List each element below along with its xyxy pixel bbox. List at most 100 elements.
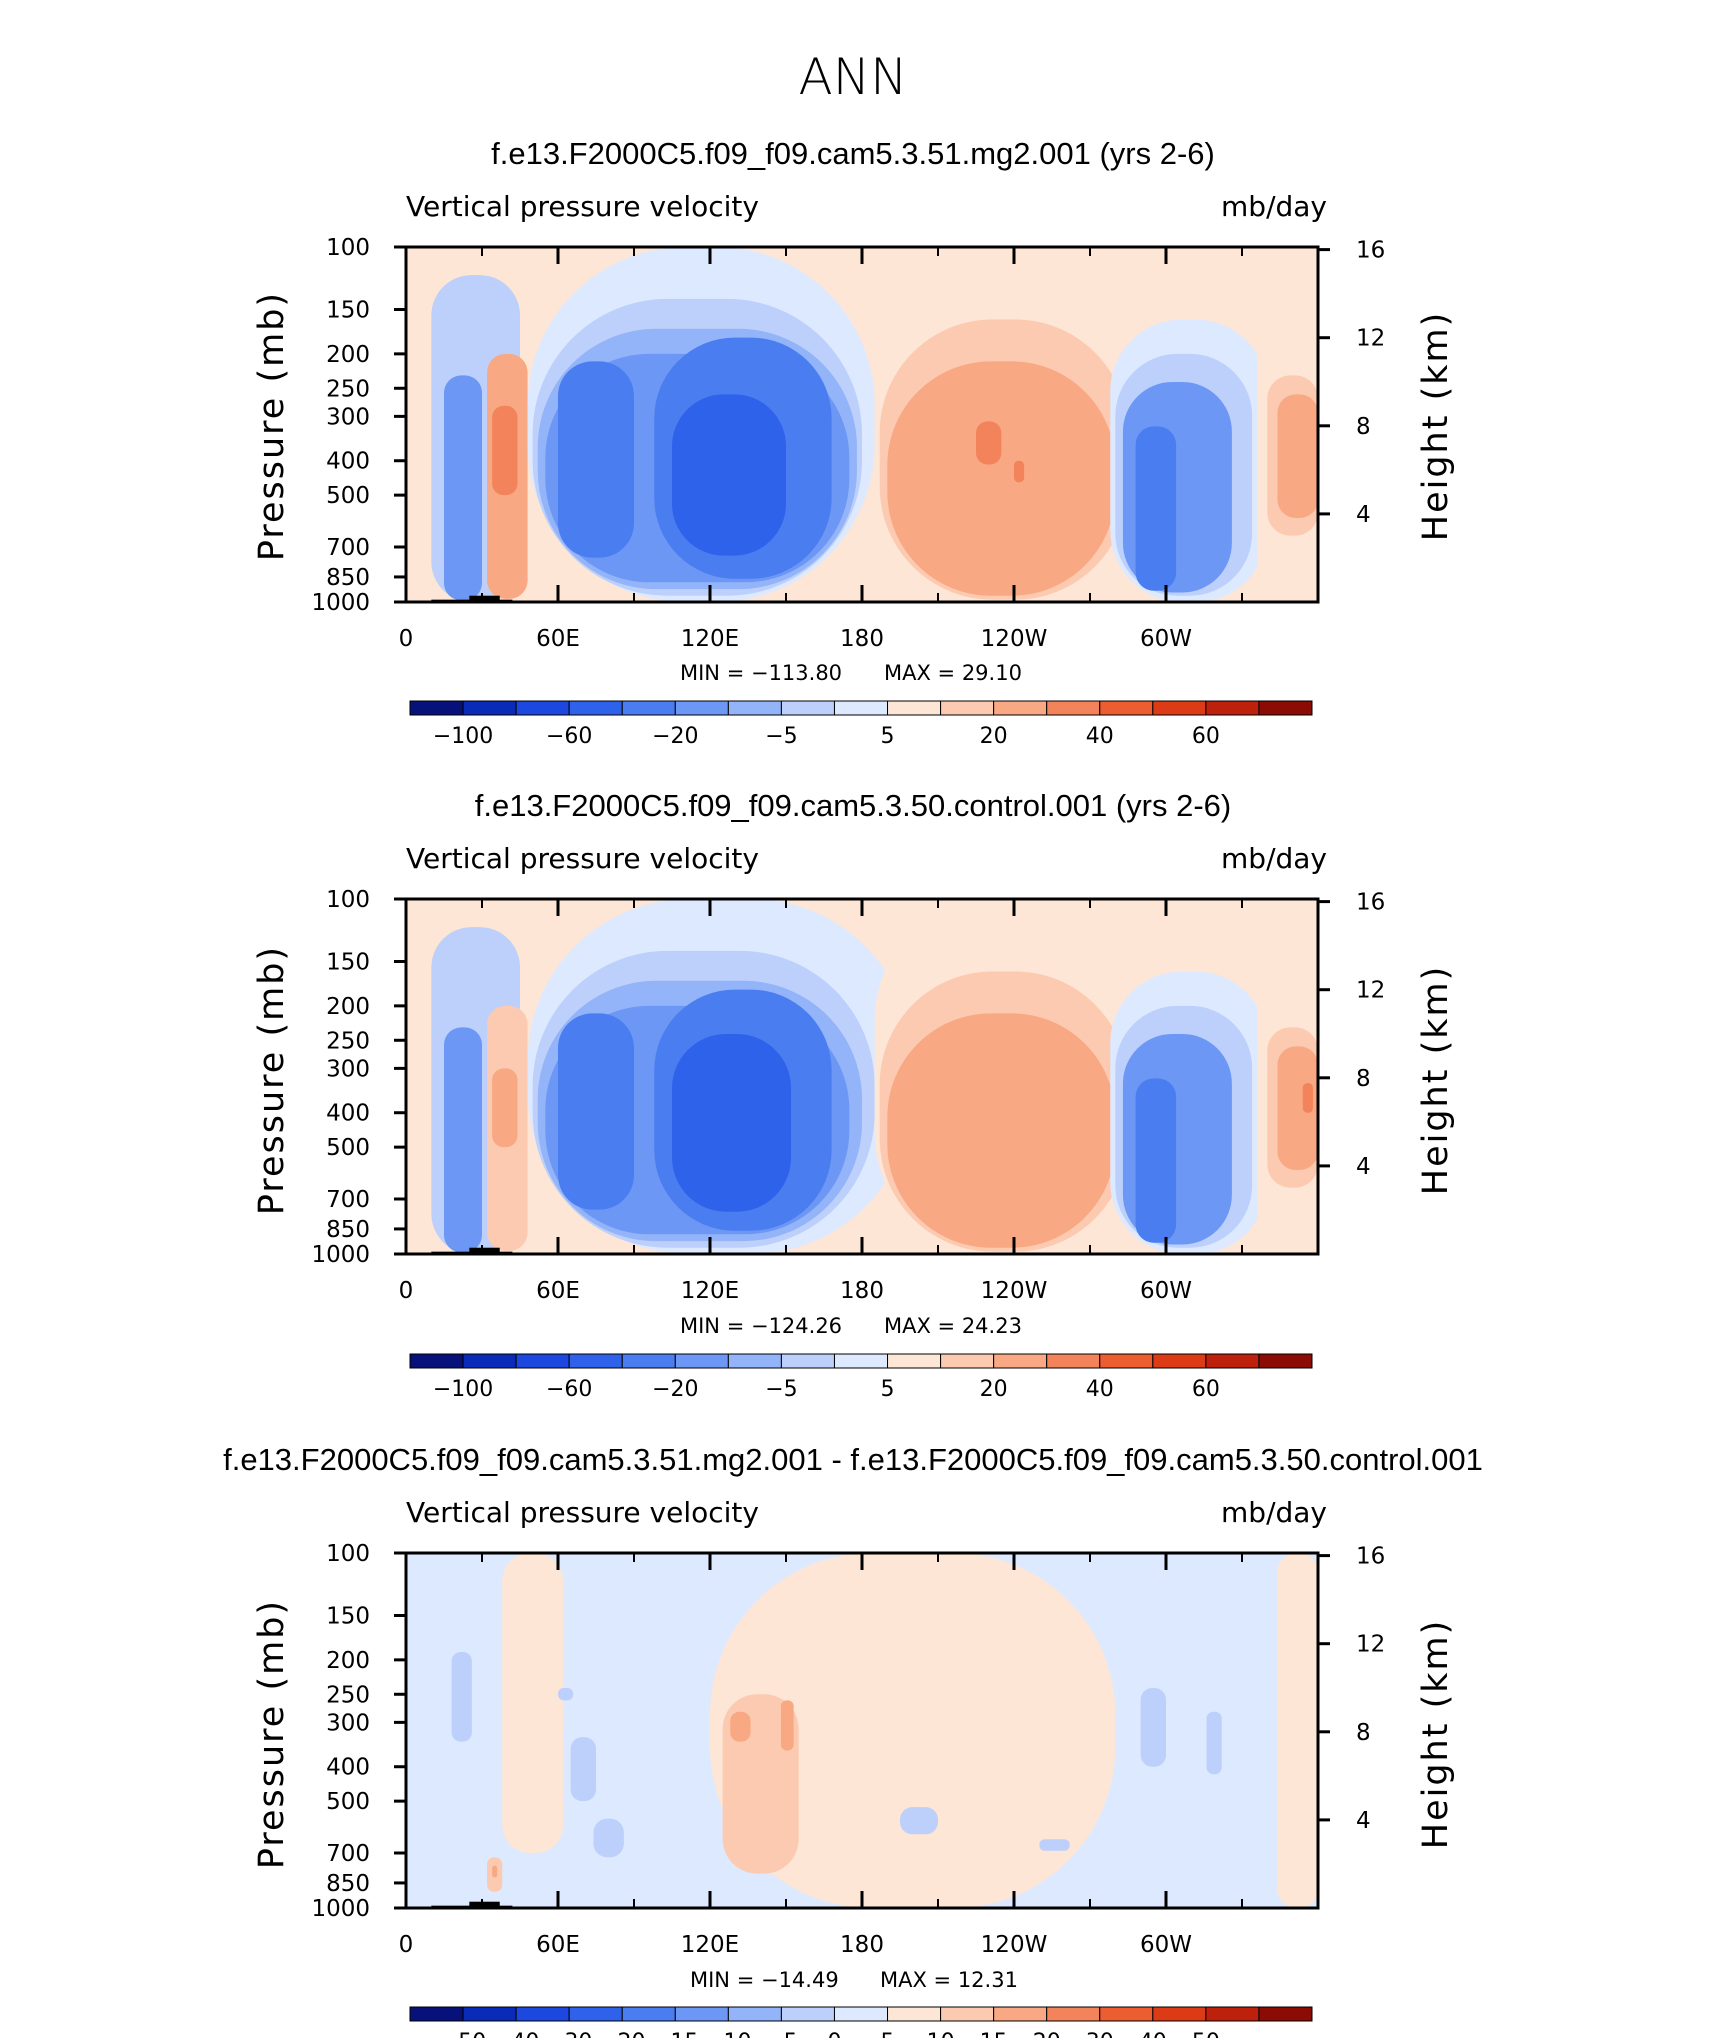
x-tick-label: 120W — [981, 626, 1048, 652]
y-right-tick-label: 4 — [1356, 1154, 1371, 1180]
colorbar: −50−40−30−20−15−10−505101520304050 — [409, 2006, 1313, 2038]
y-tick-label: 100 — [326, 235, 370, 261]
panel-title: f.e13.F2000C5.f09_f09.cam5.3.51.mg2.001 … — [491, 136, 1215, 171]
units-label: mb/day — [1221, 190, 1327, 223]
colorbar-label: −5 — [765, 724, 797, 749]
colorbar-swatch — [674, 2006, 729, 2022]
contour-region — [1135, 426, 1177, 591]
colorbar-label: 30 — [1086, 2030, 1114, 2038]
colorbar-label: 40 — [1086, 724, 1114, 749]
colorbar-swatch — [621, 700, 676, 716]
colorbar-swatch — [515, 1353, 570, 1369]
colorbar-swatch — [515, 2006, 570, 2022]
x-tick-label: 0 — [399, 1932, 414, 1958]
y-tick-label: 250 — [326, 1028, 370, 1054]
colorbar-swatch — [780, 700, 835, 716]
contour-region — [780, 1700, 794, 1751]
colorbar-swatch — [833, 1353, 889, 1369]
colorbar-swatch — [1152, 1353, 1207, 1369]
y-tick-label: 500 — [326, 483, 370, 509]
x-tick-label: 120E — [681, 1278, 739, 1304]
colorbar-swatch — [727, 1353, 782, 1369]
colorbar-swatch — [1258, 2006, 1313, 2022]
colorbar-label: −50 — [440, 2030, 486, 2038]
y-right-tick-label: 8 — [1356, 1066, 1371, 1092]
colorbar-swatch — [727, 2006, 782, 2022]
colorbar-swatch — [993, 700, 1048, 716]
contour-region — [1302, 1083, 1313, 1113]
colorbar-swatch — [993, 1353, 1048, 1369]
contour-region — [558, 1687, 574, 1701]
y-tick-label: 150 — [326, 950, 370, 976]
colorbar-swatch — [409, 1353, 464, 1369]
contour-region — [887, 361, 1116, 596]
contour-plot — [404, 897, 1320, 1256]
colorbar-swatch — [1099, 2006, 1154, 2022]
y-right-tick-label: 12 — [1356, 326, 1385, 352]
y-tick-label: 200 — [326, 1648, 370, 1674]
colorbar-label: 5 — [881, 724, 895, 749]
colorbar-swatch — [833, 2006, 889, 2022]
y-tick-label: 300 — [326, 1056, 370, 1082]
colorbar-swatch — [621, 2006, 676, 2022]
x-tick-label: 60W — [1140, 1278, 1192, 1304]
colorbar-label: 60 — [1192, 1377, 1220, 1402]
colorbar-swatch — [1152, 2006, 1207, 2022]
y-right-tick-label: 4 — [1356, 1808, 1371, 1834]
contour-plot — [404, 1551, 1320, 1910]
colorbar-label: −5 — [765, 2030, 797, 2038]
y-tick-label: 150 — [326, 298, 370, 324]
units-label: mb/day — [1221, 842, 1327, 875]
y-tick-label: 300 — [326, 404, 370, 430]
colorbar-swatch — [674, 700, 729, 716]
colorbar-swatch — [940, 1353, 995, 1369]
y-right-tick-label: 8 — [1356, 1720, 1371, 1746]
colorbar-label: −100 — [433, 1377, 493, 1402]
contour-region — [451, 1651, 472, 1742]
colorbar-swatch — [568, 2006, 623, 2022]
contour-region — [1206, 1711, 1222, 1775]
y-tick-label: 850 — [326, 1217, 370, 1243]
colorbar-swatch — [780, 2006, 835, 2022]
colorbar-swatch — [887, 2006, 942, 2022]
contour-region — [672, 394, 786, 556]
colorbar-label: −60 — [546, 724, 592, 749]
y-axis-title: Pressure (mb) — [252, 945, 292, 1215]
colorbar-label: −20 — [599, 2030, 645, 2038]
contour-region — [558, 1013, 634, 1210]
min-label: MIN = −113.80 — [680, 661, 842, 685]
y-tick-label: 850 — [326, 565, 370, 591]
x-tick-label: 0 — [399, 1278, 414, 1304]
colorbar-swatch — [1205, 700, 1260, 716]
contour-region — [710, 1553, 1116, 1908]
topography — [469, 1247, 500, 1254]
contour-region — [887, 1013, 1116, 1248]
x-tick-label: 120W — [981, 1932, 1048, 1958]
colorbar: −100 −60 −20 −5 5 20 40 60 — [409, 1353, 1313, 1402]
y-tick-label: 700 — [326, 1841, 370, 1867]
colorbar-swatch — [1205, 1353, 1260, 1369]
y-tick-label: 400 — [326, 1101, 370, 1127]
colorbar-swatch — [833, 700, 889, 716]
colorbar-swatch — [515, 700, 570, 716]
contour-region — [1135, 1078, 1177, 1243]
colorbar-swatch — [674, 1353, 729, 1369]
colorbar-label: 15 — [980, 2030, 1008, 2038]
contour-region — [492, 1068, 518, 1148]
x-tick-label: 60E — [536, 1278, 580, 1304]
variable-label: Vertical pressure velocity — [406, 190, 759, 223]
colorbar-swatch — [568, 700, 623, 716]
contour-region — [502, 1553, 564, 1854]
contour-region — [444, 375, 482, 601]
colorbar-swatch — [1046, 1353, 1101, 1369]
contour-region — [730, 1711, 751, 1742]
colorbar-swatch — [1099, 700, 1154, 716]
colorbar-label: 20 — [1033, 2030, 1061, 2038]
x-tick-label: 0 — [399, 626, 414, 652]
panel-1: f.e13.F2000C5.f09_f09.cam5.3.51.mg2.001 … — [252, 136, 1456, 749]
y-tick-label: 700 — [326, 1187, 370, 1213]
x-tick-label: 60E — [536, 626, 580, 652]
colorbar-swatch — [409, 2006, 464, 2022]
colorbar-label: −100 — [433, 724, 493, 749]
